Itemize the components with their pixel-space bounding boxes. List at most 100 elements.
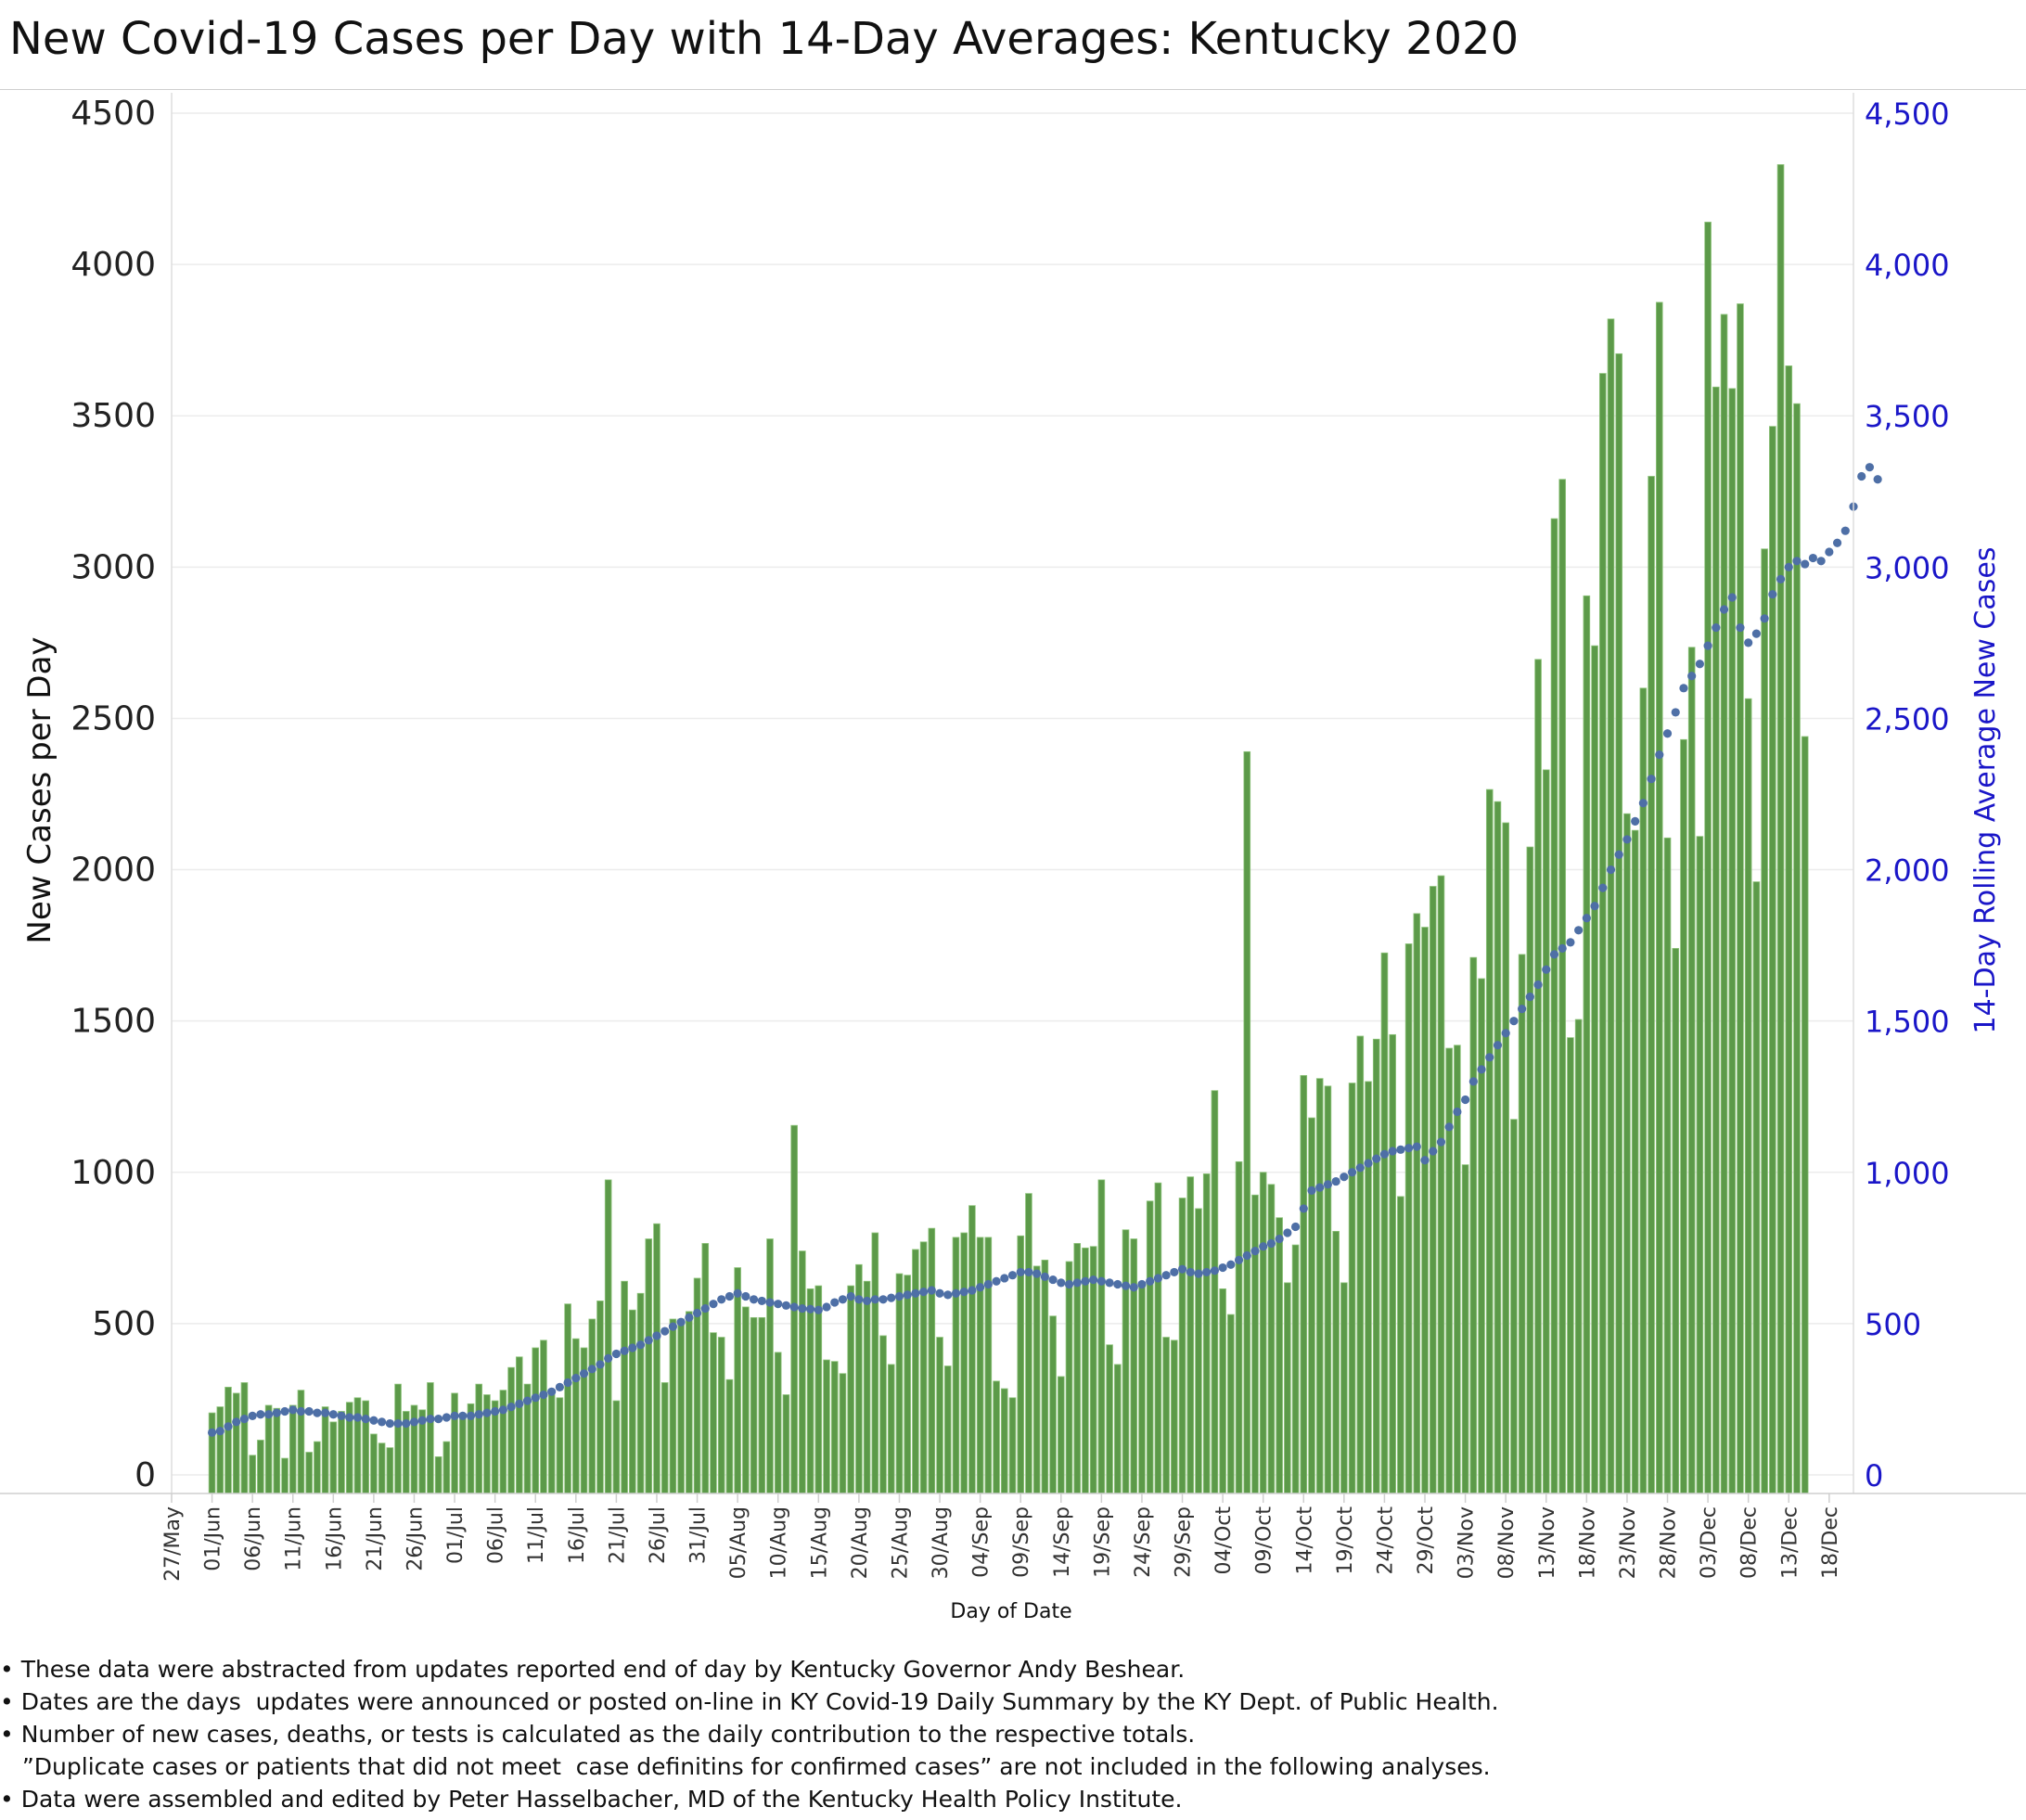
bar [1672, 947, 1680, 1494]
avg-point [1558, 943, 1567, 953]
avg-point [1186, 1267, 1195, 1277]
x-tick-label: 28/Nov [1658, 1506, 1681, 1579]
avg-point [943, 1290, 953, 1300]
avg-point [1477, 1065, 1486, 1074]
bar [1025, 1193, 1032, 1494]
avg-point [1032, 1269, 1042, 1278]
bar [782, 1394, 790, 1494]
avg-point [1259, 1242, 1268, 1251]
bar [814, 1285, 823, 1494]
x-tick-label: 08/Dec [1738, 1506, 1762, 1579]
bar [621, 1280, 628, 1494]
bar [1469, 956, 1478, 1494]
footnote-5: • Data were assembled and edited by Pete… [0, 1786, 1183, 1813]
bar [1720, 314, 1728, 1494]
avg-point [1007, 1271, 1018, 1280]
avg-point [474, 1410, 483, 1419]
bar [442, 1441, 451, 1494]
bar [1776, 164, 1785, 1494]
bar [1097, 1179, 1106, 1494]
avg-point [830, 1298, 840, 1307]
bar [427, 1382, 434, 1494]
x-tick-label: 01/Jun [202, 1506, 225, 1571]
bar [1300, 1074, 1308, 1494]
bar [1687, 647, 1696, 1494]
avg-point [224, 1422, 233, 1431]
combo-chart: 0 0 500 500 1000 1,000 1500 1,500 2000 2,000 2500 2… [0, 93, 2026, 1623]
bar [572, 1338, 580, 1494]
bar [1461, 1164, 1469, 1494]
avg-point [248, 1411, 257, 1420]
avg-point [1453, 1107, 1462, 1117]
bar [1478, 978, 1485, 1494]
avg-point [289, 1405, 298, 1415]
bar [1785, 365, 1793, 1494]
bar [240, 1382, 249, 1494]
avg-point [1825, 547, 1834, 557]
x-tick-label: 24/Oct [1374, 1506, 1397, 1575]
avg-point [685, 1313, 694, 1322]
bar [645, 1238, 653, 1494]
x-tick-label: 21/Jul [606, 1506, 629, 1564]
bar [701, 1243, 710, 1494]
bar [1049, 1315, 1057, 1494]
avg-point [1444, 1122, 1454, 1132]
bar [993, 1380, 1000, 1494]
bar [612, 1400, 621, 1494]
bar [1591, 645, 1598, 1494]
avg-point [1598, 883, 1608, 892]
avg-point [798, 1303, 807, 1314]
bar [686, 1311, 693, 1494]
avg-point [1113, 1279, 1122, 1289]
bar [1567, 1037, 1574, 1494]
avg-point [215, 1427, 224, 1436]
bar [1526, 846, 1534, 1494]
rolling-average-points [207, 463, 1882, 1437]
bar [1534, 659, 1542, 1494]
bar [1801, 736, 1809, 1494]
avg-point [1283, 1228, 1292, 1237]
avg-point [442, 1413, 451, 1422]
avg-point [296, 1406, 306, 1416]
avg-point [1388, 1147, 1397, 1156]
bar [257, 1440, 264, 1494]
avg-point [1161, 1271, 1171, 1280]
avg-point [393, 1418, 403, 1429]
avg-point [345, 1413, 354, 1422]
avg-point [272, 1408, 281, 1417]
x-tick-label: 10/Aug [768, 1506, 791, 1579]
bar [912, 1249, 919, 1494]
bar [1372, 1038, 1380, 1494]
avg-point [959, 1288, 968, 1297]
bar [725, 1378, 734, 1494]
x-tick-label: 06/Jul [485, 1506, 508, 1564]
avg-point [304, 1406, 314, 1416]
bar [1598, 373, 1607, 1494]
avg-point [1614, 850, 1623, 859]
y-tick-label: 2500 [71, 699, 156, 737]
bar [1421, 927, 1429, 1494]
avg-point [1331, 1176, 1340, 1186]
avg-point [1218, 1262, 1227, 1273]
bar [1518, 954, 1526, 1494]
avg-point [1687, 672, 1697, 681]
avg-point [263, 1410, 274, 1419]
bar [1178, 1198, 1186, 1494]
avg-point [700, 1303, 710, 1314]
avg-point [1315, 1183, 1325, 1192]
avg-point [1340, 1173, 1349, 1182]
x-tick-label: 13/Dec [1778, 1506, 1802, 1579]
bar [1041, 1259, 1049, 1494]
bar [968, 1205, 976, 1494]
bar [750, 1316, 758, 1494]
bar [919, 1241, 928, 1494]
y-tick-label: 500 [92, 1305, 156, 1343]
bar [1340, 1282, 1348, 1494]
bar [1186, 1176, 1195, 1494]
avg-point [1776, 574, 1786, 583]
bar [1356, 1035, 1365, 1494]
bar [1267, 1184, 1276, 1494]
bar [1744, 698, 1752, 1494]
bar [1574, 1019, 1583, 1494]
avg-point [1275, 1234, 1284, 1244]
